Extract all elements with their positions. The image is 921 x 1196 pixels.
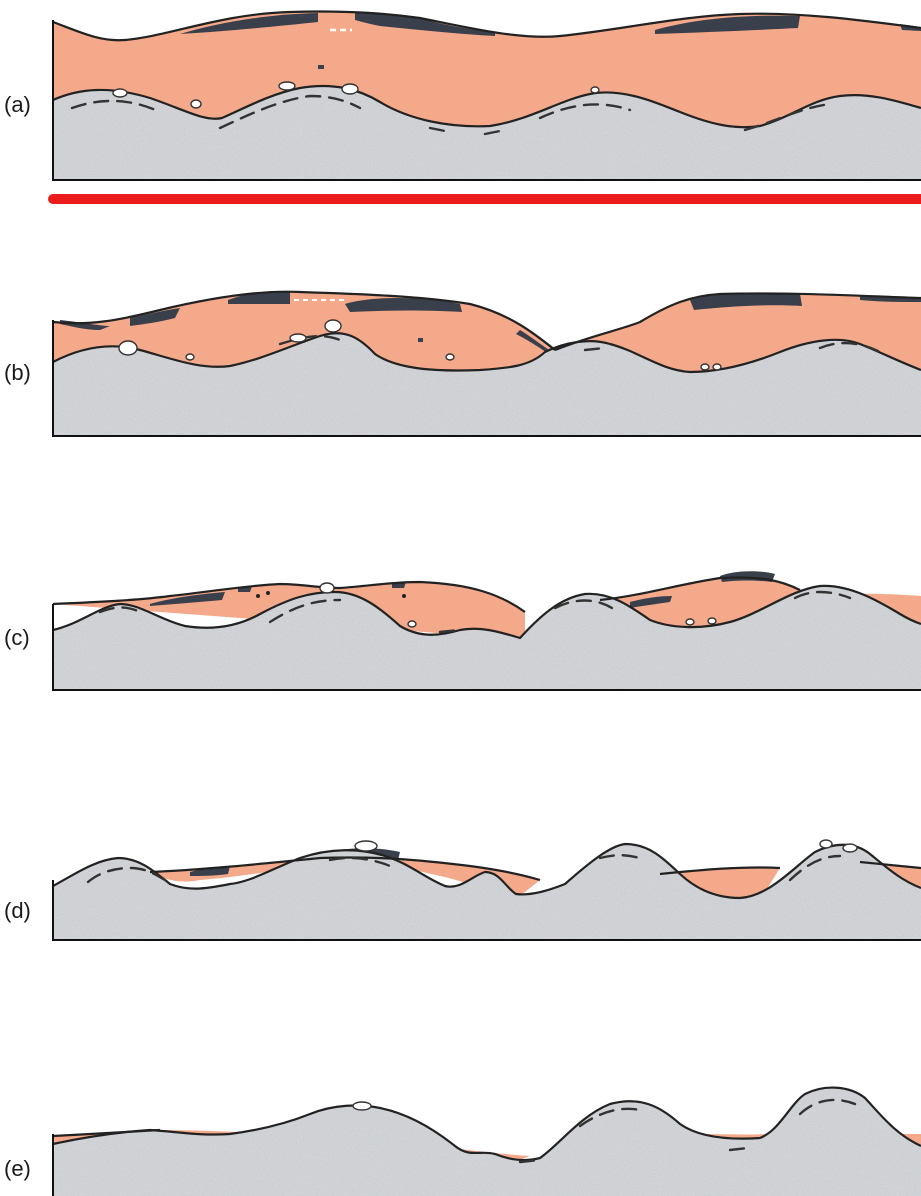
bedrock [53,333,921,436]
boulder [112,88,128,98]
boulder [185,353,195,361]
panel-a: (a) [4,10,921,181]
foliation-dash [598,854,647,862]
panel-label-e: (e) [4,1156,31,1181]
foliation-dash [268,598,342,624]
sediment-layer [53,577,921,640]
panel-label-a: (a) [4,92,31,117]
boulder [118,340,138,356]
foliation-dash [483,128,507,136]
dark-cap [130,308,180,326]
foliation-dash [278,334,342,346]
boulder [289,333,307,343]
boulder [324,319,342,333]
panel-b: (b) [4,290,921,437]
foliation-dash [428,126,452,134]
boulder [407,620,417,628]
sediment-outline [599,576,801,602]
panel-label-c: (c) [4,625,30,650]
dark-cap [190,866,230,876]
foliation-dash [818,341,882,354]
foliation-dash [538,103,632,120]
panel-frame [52,320,921,437]
bedrock-outline [52,1086,921,1162]
sediment-outline [52,10,921,42]
boulder [278,81,296,91]
foliation-dash [518,1158,542,1164]
panel-c: (c) [4,571,921,691]
boulder [685,618,695,626]
dark-clast [318,65,324,69]
boulder [707,617,717,625]
boulder [354,840,378,852]
boulder [190,99,202,109]
boulder [590,86,600,94]
dark-cap [355,12,495,36]
foliation-dash [788,854,842,882]
boulder [445,353,455,361]
foliation-dash [98,606,142,614]
sediment-outline [659,860,921,876]
dark-cap [630,596,672,608]
foliation-dash [798,1098,857,1116]
panel-label-d: (d) [4,898,31,923]
dark-cap [516,330,552,352]
sediment-outline [52,290,921,352]
dark-cap [150,592,225,606]
boulder [842,843,858,853]
dark-clast [402,594,406,598]
foliation-dash [328,856,392,868]
foliation-dash [793,590,852,600]
panel-frame [52,604,921,691]
sediment-outline [52,580,526,613]
panel-frame [52,880,921,941]
dark-cap [690,292,802,310]
panel-d: (d) [4,839,921,941]
dark-clast [256,594,260,598]
boulder [819,839,833,849]
foliation-dash [583,346,607,352]
bedrock-outline [52,584,921,640]
bedrock [53,585,921,690]
dark-clast [418,338,423,342]
panel-e: (e) [4,1086,921,1196]
dark-cap [345,298,462,312]
bedrock-outline [52,332,921,374]
bedrock-outline [52,842,921,900]
foliation-dash [218,94,362,130]
foliation-dash [728,1146,750,1152]
boulder [712,363,722,371]
bedrock-outline [52,84,921,129]
panel-frame [52,20,921,181]
panel-label-b: (b) [4,360,31,385]
foliation-dash [553,599,614,610]
bedrock [53,844,921,940]
foliation-dash [86,866,167,884]
dark-cap [655,15,800,34]
boulder [319,582,335,594]
sediment-outline [52,1128,161,1138]
foliation-dash [438,628,462,634]
boulder [700,363,710,371]
foliation-dash [70,99,162,114]
dark-cap [228,291,290,304]
foliation-dash [743,102,832,132]
boulder [341,83,359,95]
foliation-dash [578,1107,642,1128]
dark-cap [180,13,318,34]
sediment-outline [149,856,541,882]
boulder [352,1101,372,1111]
bedrock [53,1087,921,1196]
dark-clast [266,591,270,595]
